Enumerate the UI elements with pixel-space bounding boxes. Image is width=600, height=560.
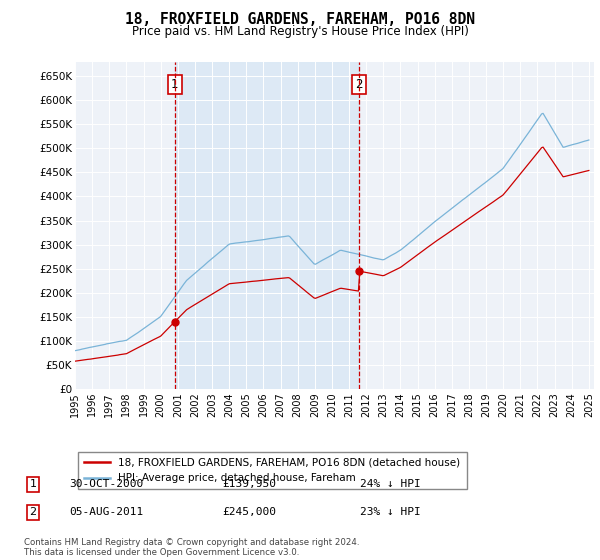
Text: 2: 2 — [29, 507, 37, 517]
Text: 1: 1 — [171, 78, 179, 91]
Text: 23% ↓ HPI: 23% ↓ HPI — [360, 507, 421, 517]
Text: 1: 1 — [29, 479, 37, 489]
Text: 05-AUG-2011: 05-AUG-2011 — [69, 507, 143, 517]
Text: Contains HM Land Registry data © Crown copyright and database right 2024.
This d: Contains HM Land Registry data © Crown c… — [24, 538, 359, 557]
Legend: 18, FROXFIELD GARDENS, FAREHAM, PO16 8DN (detached house), HPI: Average price, d: 18, FROXFIELD GARDENS, FAREHAM, PO16 8DN… — [77, 452, 467, 489]
Text: £245,000: £245,000 — [222, 507, 276, 517]
Text: £139,950: £139,950 — [222, 479, 276, 489]
Text: 30-OCT-2000: 30-OCT-2000 — [69, 479, 143, 489]
Text: 18, FROXFIELD GARDENS, FAREHAM, PO16 8DN: 18, FROXFIELD GARDENS, FAREHAM, PO16 8DN — [125, 12, 475, 27]
Text: 2: 2 — [355, 78, 363, 91]
Text: 24% ↓ HPI: 24% ↓ HPI — [360, 479, 421, 489]
Text: Price paid vs. HM Land Registry's House Price Index (HPI): Price paid vs. HM Land Registry's House … — [131, 25, 469, 38]
Bar — [175, 62, 359, 389]
